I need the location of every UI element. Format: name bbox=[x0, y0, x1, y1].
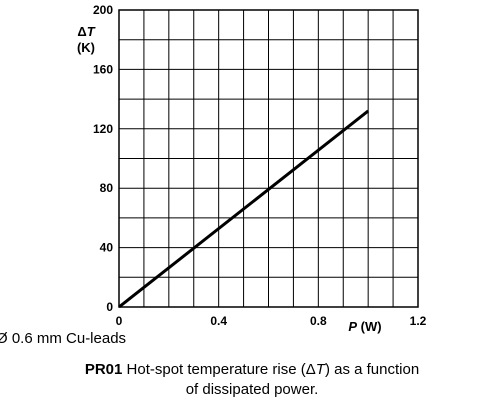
lead-note-text: 0.6 mm Cu-leads bbox=[7, 330, 127, 347]
x-tick-label: 0.4 bbox=[210, 314, 227, 328]
y-tick-labels: 0 40 80 120 160 200 bbox=[93, 3, 113, 314]
y-axis-unit: (K) bbox=[77, 40, 95, 55]
y-tick-label: 40 bbox=[100, 241, 114, 255]
x-tick-label: 0.8 bbox=[310, 314, 327, 328]
plot-frame bbox=[118, 9, 419, 308]
y-tick-label: 80 bbox=[100, 181, 114, 195]
x-axis-title: P (W) bbox=[348, 319, 381, 334]
figure-caption: PR01 Hot-spot temperature rise (ΔT) as a… bbox=[0, 360, 504, 400]
x-tick-label: 0 bbox=[116, 314, 123, 328]
caption-line-1: PR01 Hot-spot temperature rise (ΔT) as a… bbox=[84, 361, 420, 378]
caption-line-2: of dissipated power. bbox=[185, 381, 319, 398]
caption-code: PR01 bbox=[84, 361, 123, 378]
x-tick-labels: 0 0.4 0.8 1.2 bbox=[116, 314, 427, 328]
grid-lines bbox=[119, 10, 418, 307]
x-tick-label: 1.2 bbox=[410, 314, 427, 328]
y-tick-label: 200 bbox=[93, 3, 113, 17]
y-tick-label: 160 bbox=[93, 62, 113, 76]
y-tick-label: 0 bbox=[106, 300, 113, 314]
lead-note: Ø 0.6 mm Cu-leads bbox=[0, 330, 126, 347]
y-axis-title: ΔT bbox=[77, 24, 95, 39]
series-line bbox=[118, 109, 370, 309]
y-tick-label: 120 bbox=[93, 122, 113, 136]
diameter-symbol: Ø bbox=[0, 330, 8, 347]
